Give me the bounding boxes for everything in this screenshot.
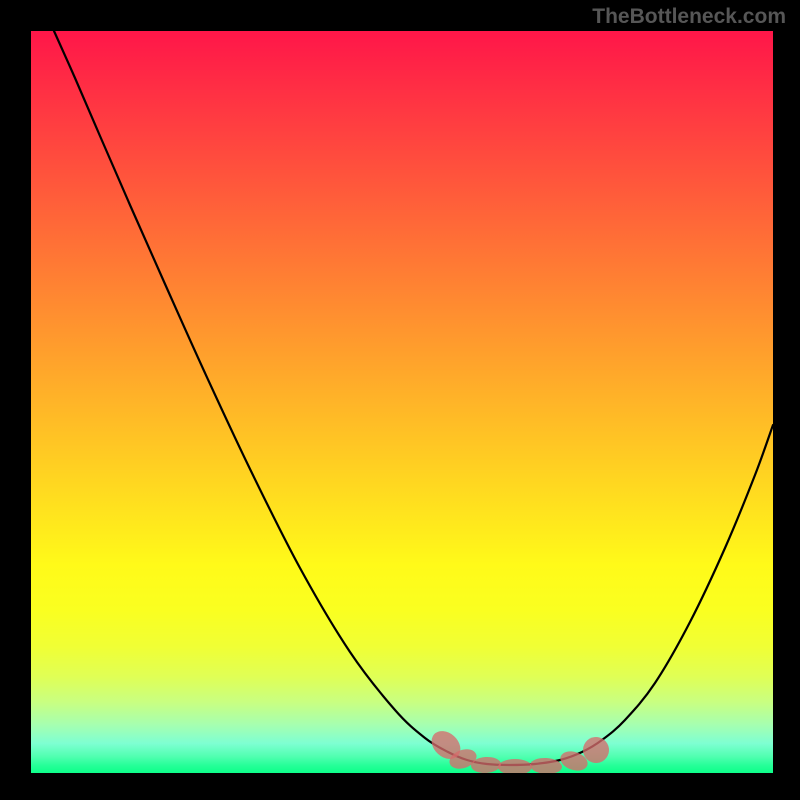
plot-frame-mask xyxy=(0,773,800,800)
trough-marker xyxy=(498,759,532,775)
gradient-fill-area xyxy=(31,31,773,773)
chart-container: TheBottleneck.com xyxy=(0,0,800,800)
chart-svg xyxy=(0,0,800,800)
plot-frame-mask xyxy=(773,0,800,800)
watermark-text: TheBottleneck.com xyxy=(592,5,786,29)
plot-frame-mask xyxy=(0,0,31,800)
